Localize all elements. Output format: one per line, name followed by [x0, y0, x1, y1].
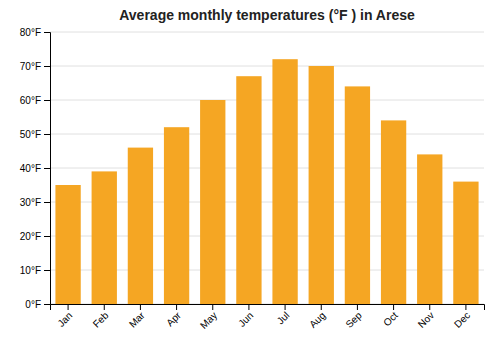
y-axis: 0°F 10°F 20°F 30°F 40°F 50°F 60°F 70°F 80°F — [20, 27, 51, 310]
tick-label: 50°F — [20, 129, 41, 140]
tick-label: 0°F — [25, 299, 41, 310]
tick: Feb — [91, 304, 111, 330]
tick-mark — [285, 304, 286, 310]
tick: 30°F — [20, 197, 50, 208]
tick: Dec — [452, 304, 472, 330]
tick-mark — [44, 270, 50, 271]
grid — [50, 32, 484, 304]
bar — [417, 154, 442, 304]
tick-mark — [104, 304, 105, 310]
x-axis: Jan Feb Mar Apr May Jun Jul Aug Sep Oct Nov Dec — [51, 304, 485, 331]
tick: 80°F — [20, 27, 50, 38]
bar — [309, 66, 334, 304]
tick-label: Jan — [55, 310, 74, 329]
tick: 20°F — [20, 231, 50, 242]
tick-mark — [44, 202, 50, 203]
tick-label: Oct — [381, 310, 400, 329]
tick-label: 40°F — [20, 163, 41, 174]
axis-line — [44, 33, 51, 305]
tick-mark — [44, 236, 50, 237]
tick-label: Sep — [343, 309, 364, 330]
tick: 60°F — [20, 95, 50, 106]
tick: Apr — [164, 304, 183, 328]
tick-mark — [44, 168, 50, 169]
tick-label: 20°F — [20, 231, 41, 242]
tick-label: Nov — [416, 310, 436, 330]
grid-line — [50, 134, 484, 135]
tick: Aug — [307, 304, 327, 330]
tick-label: 70°F — [20, 61, 41, 72]
tick: Jul — [275, 304, 292, 326]
tick-label: Jul — [275, 310, 292, 327]
tick-mark — [44, 134, 50, 135]
tick-label: 60°F — [20, 95, 41, 106]
tick-mark — [44, 100, 50, 101]
bar — [236, 76, 261, 304]
bars — [55, 59, 478, 304]
tick-mark — [393, 304, 394, 310]
axis-line — [51, 305, 485, 311]
bar — [345, 86, 370, 304]
bar — [92, 171, 117, 304]
tick: 50°F — [20, 129, 50, 140]
tick: Jan — [55, 304, 74, 329]
tick-label: 80°F — [20, 27, 41, 38]
tick: 0°F — [25, 299, 50, 310]
tick: 40°F — [20, 163, 50, 174]
bar — [272, 59, 297, 304]
tick-mark — [429, 304, 430, 310]
grid-line — [50, 100, 484, 101]
tick: Oct — [381, 304, 400, 328]
plot: Jan Feb Mar Apr May Jun Jul Aug Sep Oct Nov Dec 0°F 1… — [20, 27, 485, 331]
tick-mark — [44, 304, 50, 305]
tick: Sep — [343, 304, 364, 330]
tick-mark — [68, 304, 69, 310]
tick-label: Aug — [307, 310, 327, 330]
bar — [164, 127, 189, 304]
tick-label: 10°F — [20, 265, 41, 276]
bar — [453, 182, 478, 304]
tick-mark — [465, 304, 466, 310]
tick-label: Mar — [127, 309, 147, 329]
bar — [55, 185, 80, 304]
tick-label: 30°F — [20, 197, 41, 208]
tick-label: Feb — [91, 309, 111, 329]
tick: Nov — [416, 304, 436, 330]
tick-label: Apr — [164, 309, 183, 328]
tick: 10°F — [20, 265, 50, 276]
tick-label: Jun — [236, 310, 255, 329]
tick-mark — [140, 304, 141, 310]
bar — [128, 148, 153, 304]
tick-label: May — [198, 310, 219, 331]
tick-mark — [321, 304, 322, 310]
tick-mark — [176, 304, 177, 310]
grid-line — [50, 32, 484, 33]
tick-label: Dec — [452, 310, 472, 330]
tick-mark — [248, 304, 249, 310]
grid-line — [50, 66, 484, 67]
bar — [200, 100, 225, 304]
tick-mark — [357, 304, 358, 310]
chart-svg: Jan Feb Mar Apr May Jun Jul Aug Sep Oct Nov Dec 0°F 1… — [0, 0, 500, 350]
tick-mark — [44, 32, 50, 33]
tick: May — [198, 304, 219, 331]
tick: Mar — [127, 304, 147, 330]
tick: Jun — [236, 304, 255, 329]
tick-mark — [212, 304, 213, 310]
bar — [381, 120, 406, 304]
tick-mark — [44, 66, 50, 67]
tick: 70°F — [20, 61, 50, 72]
chart-container: Jan Feb Mar Apr May Jun Jul Aug Sep Oct Nov Dec 0°F 1… — [0, 0, 500, 350]
title: Average monthly temperatures (°F ) in Ar… — [119, 7, 415, 23]
